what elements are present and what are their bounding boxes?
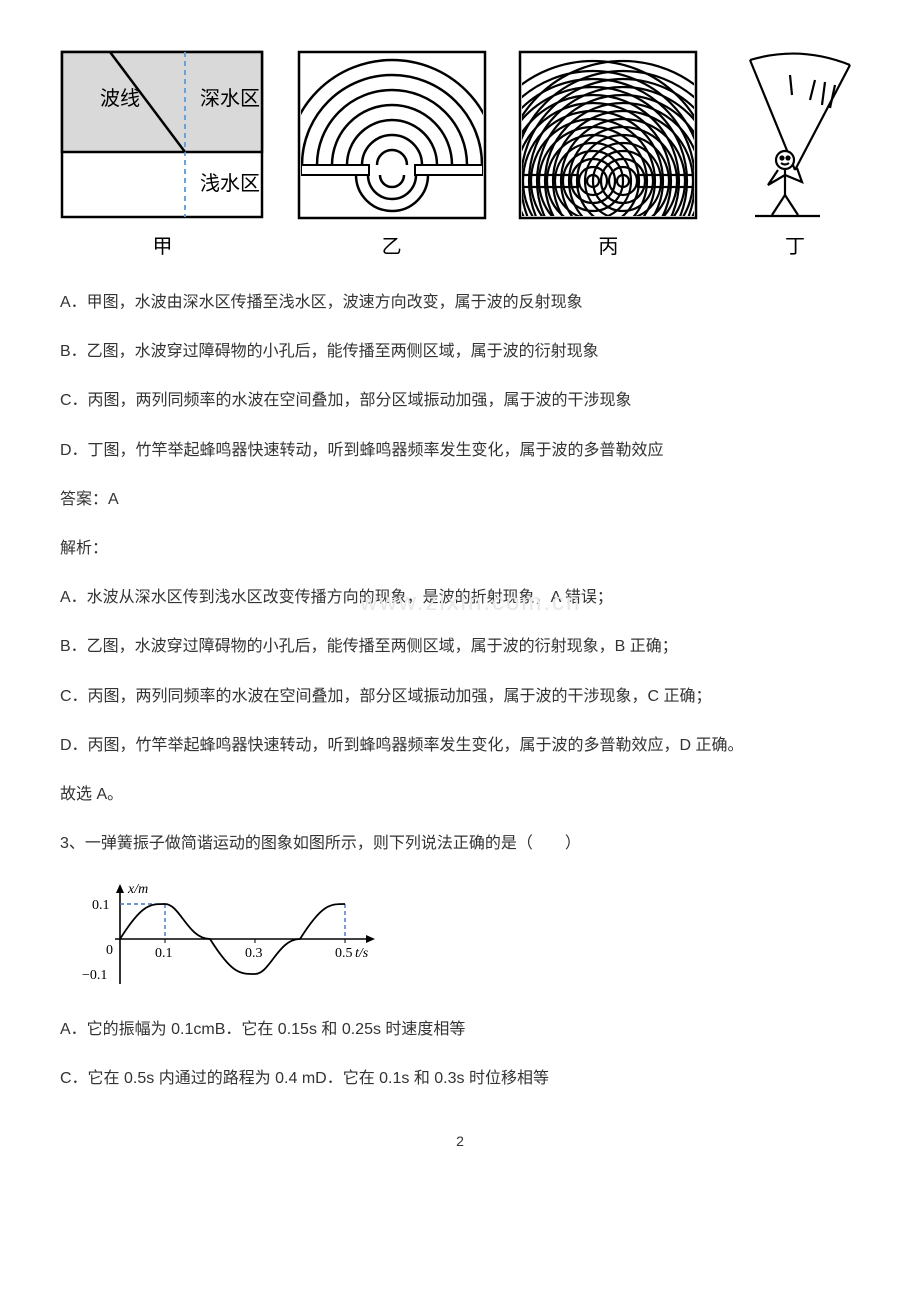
analysis-c: C．丙图，两列同频率的水波在空间叠加，部分区域振动加强，属于波的干涉现象，C 正…	[60, 683, 860, 710]
figure-yi-svg	[297, 50, 487, 220]
ymin: −0.1	[82, 968, 107, 983]
origin: 0	[106, 943, 113, 958]
analysis-d: D．丙图，竹竿举起蜂鸣器快速转动，听到蜂鸣器频率发生变化，属于波的多普勒效应，D…	[60, 732, 860, 759]
txt-deep: 深水区	[200, 87, 260, 110]
xt3: 0.5	[335, 946, 353, 961]
xt2: 0.3	[245, 946, 263, 961]
analysis-b: B．乙图，水波穿过障碍物的小孔后，能传播至两侧区域，属于波的衍射现象，B 正确；	[60, 633, 860, 660]
figure-bing: 丙	[518, 50, 698, 259]
q3-opt-line2: C．它在 0.5s 内通过的路程为 0.4 mD．它在 0.1s 和 0.3s …	[60, 1065, 860, 1092]
page-number: 2	[60, 1133, 860, 1149]
conclusion: 故选 A。	[60, 781, 860, 808]
figure-jia: 波线 深水区 浅水区 甲	[60, 50, 265, 259]
q3-stem: 3、一弹簧振子做简谐运动的图象如图所示，则下列说法正确的是（ ）	[60, 830, 860, 857]
ymax: 0.1	[92, 898, 110, 913]
figure-bing-svg	[518, 50, 698, 220]
fig-label-jia: 甲	[153, 230, 173, 259]
option-c: C．丙图，两列同频率的水波在空间叠加，部分区域振动加强，属于波的干涉现象	[60, 387, 860, 414]
xt1: 0.1	[155, 946, 173, 961]
fig-label-bing: 丙	[598, 230, 618, 259]
figure-jia-svg: 波线 深水区 浅水区	[60, 50, 265, 220]
q3-opt-line1: A．它的振幅为 0.1cmB．它在 0.15s 和 0.25s 时速度相等	[60, 1016, 860, 1043]
txt-wave: 波线	[100, 87, 140, 110]
xlabel: t/s	[355, 946, 369, 961]
answer-label: 答案：A	[60, 486, 860, 513]
analysis-label: 解析：	[60, 535, 860, 562]
analysis-a: A．水波从深水区传到浅水区改变传播方向的现象，是波的折射现象，A 错误；	[60, 584, 860, 611]
fig-label-ding: 丁	[785, 230, 805, 259]
ylabel: x/m	[127, 882, 148, 897]
figure-yi: 乙	[297, 50, 487, 259]
figure-ding-svg	[730, 50, 860, 220]
txt-shallow: 浅水区	[200, 172, 260, 195]
fig-label-yi: 乙	[382, 230, 402, 259]
figure-row: 波线 深水区 浅水区 甲	[60, 50, 860, 259]
q3-graph: x/m t/s 0.1 −0.1 0 0.1 0.3 0.5	[70, 879, 390, 994]
option-b: B．乙图，水波穿过障碍物的小孔后，能传播至两侧区域，属于波的衍射现象	[60, 338, 860, 365]
figure-ding: 丁	[730, 50, 860, 259]
option-a: A．甲图，水波由深水区传播至浅水区，波速方向改变，属于波的反射现象	[60, 289, 860, 316]
option-d: D．丁图，竹竿举起蜂鸣器快速转动，听到蜂鸣器频率发生变化，属于波的多普勒效应	[60, 437, 860, 464]
